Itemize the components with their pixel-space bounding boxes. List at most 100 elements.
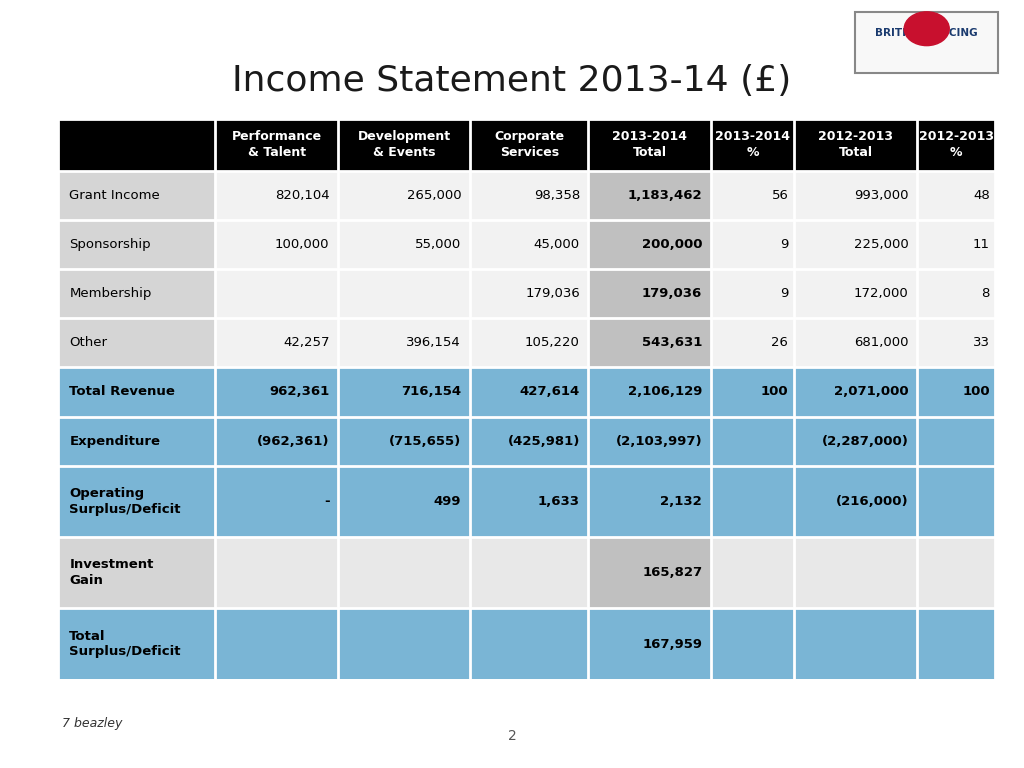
Bar — [711, 608, 795, 680]
Text: Grant Income: Grant Income — [70, 189, 160, 202]
Bar — [338, 170, 470, 220]
Bar — [470, 170, 588, 220]
Text: 1,633: 1,633 — [538, 495, 580, 508]
Text: 681,000: 681,000 — [854, 336, 908, 349]
Text: Total Revenue: Total Revenue — [70, 386, 175, 399]
Text: 45,000: 45,000 — [534, 238, 580, 251]
Bar — [215, 170, 338, 220]
Bar — [338, 318, 470, 367]
Bar — [470, 318, 588, 367]
Text: Income Statement 2013-14 (£): Income Statement 2013-14 (£) — [232, 64, 792, 98]
Text: 167,959: 167,959 — [642, 637, 702, 650]
Bar — [215, 119, 338, 170]
Text: (715,655): (715,655) — [389, 435, 461, 448]
Text: 33: 33 — [973, 336, 990, 349]
Text: 543,631: 543,631 — [642, 336, 702, 349]
Text: 179,036: 179,036 — [525, 287, 580, 300]
Bar — [916, 220, 995, 269]
Text: 2,071,000: 2,071,000 — [834, 386, 908, 399]
Bar — [916, 608, 995, 680]
Bar — [215, 269, 338, 318]
Text: 716,154: 716,154 — [401, 386, 461, 399]
Text: 100: 100 — [963, 386, 990, 399]
Bar — [711, 367, 795, 416]
Text: 9: 9 — [780, 287, 788, 300]
Bar — [470, 367, 588, 416]
Text: Expenditure: Expenditure — [70, 435, 161, 448]
Text: 26: 26 — [771, 336, 788, 349]
Bar — [795, 416, 916, 465]
Bar — [58, 608, 215, 680]
Text: 2013-2014
%: 2013-2014 % — [715, 131, 790, 159]
Text: 200,000: 200,000 — [642, 238, 702, 251]
Bar — [916, 416, 995, 465]
Bar — [338, 367, 470, 416]
Text: 1,183,462: 1,183,462 — [628, 189, 702, 202]
Circle shape — [904, 12, 949, 45]
Bar — [215, 416, 338, 465]
Bar — [58, 269, 215, 318]
Text: (2,287,000): (2,287,000) — [821, 435, 908, 448]
Text: 42,257: 42,257 — [283, 336, 330, 349]
Bar — [711, 269, 795, 318]
Bar — [916, 367, 995, 416]
Bar — [215, 465, 338, 537]
Bar — [916, 269, 995, 318]
Text: 179,036: 179,036 — [642, 287, 702, 300]
Text: 993,000: 993,000 — [854, 189, 908, 202]
Text: 100: 100 — [761, 386, 788, 399]
Text: 105,220: 105,220 — [525, 336, 580, 349]
Bar — [588, 465, 711, 537]
Bar — [795, 608, 916, 680]
Text: 2: 2 — [508, 729, 516, 743]
Text: 396,154: 396,154 — [407, 336, 461, 349]
Text: Development
& Events: Development & Events — [357, 131, 451, 159]
Bar — [58, 220, 215, 269]
Bar — [215, 537, 338, 608]
Bar — [338, 608, 470, 680]
Text: 2012-2013
Total: 2012-2013 Total — [818, 131, 893, 159]
FancyBboxPatch shape — [855, 12, 998, 73]
Text: 7 beazley: 7 beazley — [62, 717, 122, 730]
Text: Total
Surplus/Deficit: Total Surplus/Deficit — [70, 630, 181, 658]
Text: -: - — [324, 495, 330, 508]
Text: 172,000: 172,000 — [854, 287, 908, 300]
Text: 2013-2014
Total: 2013-2014 Total — [612, 131, 687, 159]
Text: Membership: Membership — [70, 287, 152, 300]
Text: 48: 48 — [973, 189, 990, 202]
Bar — [588, 416, 711, 465]
Bar — [58, 318, 215, 367]
Bar — [795, 220, 916, 269]
Bar — [711, 119, 795, 170]
Bar — [916, 537, 995, 608]
Bar — [58, 465, 215, 537]
Text: 56: 56 — [771, 189, 788, 202]
Bar — [215, 367, 338, 416]
Text: Investment
Gain: Investment Gain — [70, 558, 154, 587]
Bar — [916, 170, 995, 220]
Text: 11: 11 — [973, 238, 990, 251]
Bar — [338, 269, 470, 318]
Text: (425,981): (425,981) — [508, 435, 580, 448]
Bar — [470, 537, 588, 608]
Bar — [338, 465, 470, 537]
Bar — [795, 170, 916, 220]
Bar — [58, 119, 215, 170]
Text: 2012-2013
%: 2012-2013 % — [919, 131, 993, 159]
Bar — [338, 220, 470, 269]
Bar — [795, 465, 916, 537]
Bar — [58, 367, 215, 416]
Bar — [470, 465, 588, 537]
Text: Corporate
Services: Corporate Services — [495, 131, 564, 159]
Bar — [711, 170, 795, 220]
Bar — [795, 318, 916, 367]
Bar — [711, 416, 795, 465]
Text: 165,827: 165,827 — [642, 566, 702, 579]
Text: Performance
& Talent: Performance & Talent — [231, 131, 322, 159]
Bar — [338, 119, 470, 170]
Text: 55,000: 55,000 — [415, 238, 461, 251]
Bar — [470, 220, 588, 269]
Bar — [215, 220, 338, 269]
Text: 2,106,129: 2,106,129 — [628, 386, 702, 399]
Bar — [470, 608, 588, 680]
